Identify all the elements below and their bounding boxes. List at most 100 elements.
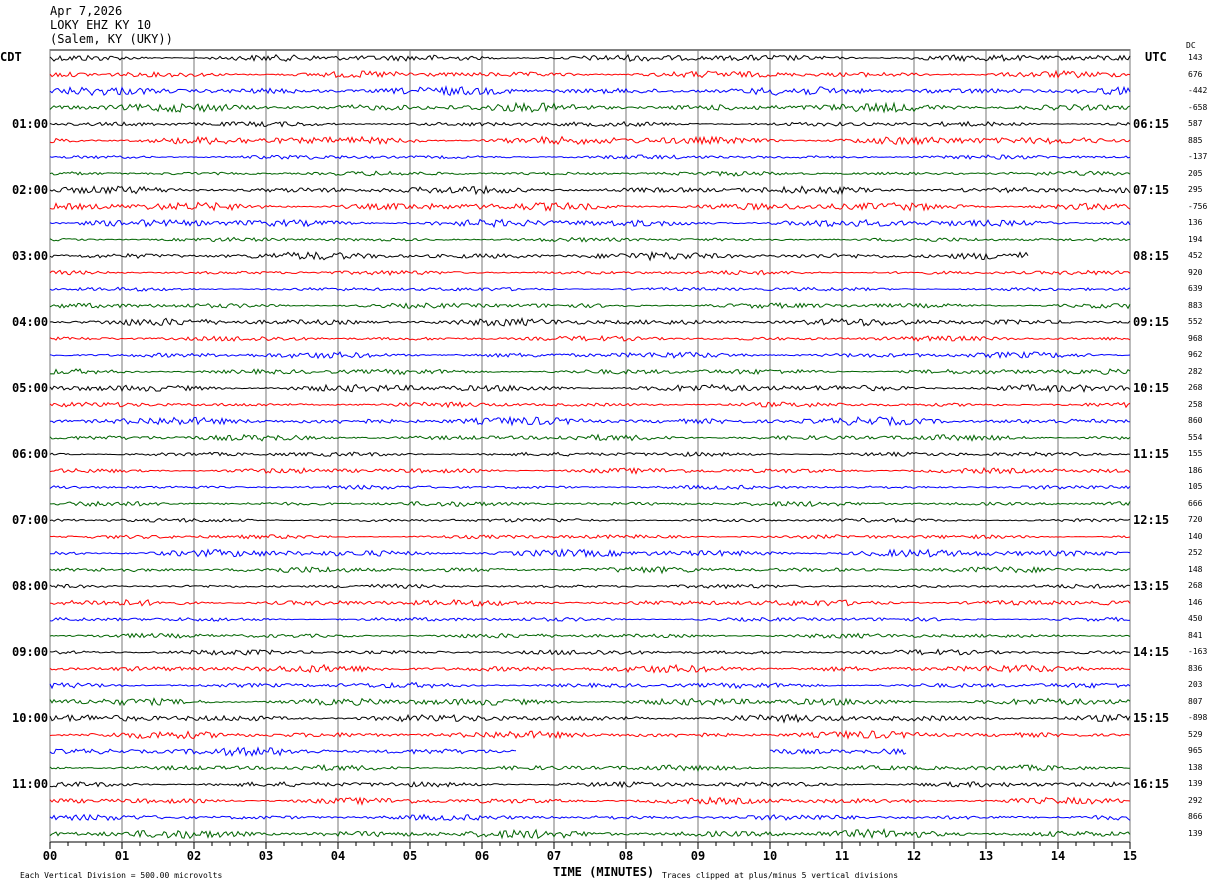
dc-offset-value: 968 [1188, 333, 1203, 343]
seismic-trace [49, 269, 1131, 276]
dc-offset-value: 282 [1188, 366, 1203, 376]
right-hour-label: 16:15 [1133, 777, 1170, 792]
seismic-trace [49, 780, 1131, 789]
dc-offset-value: 186 [1188, 465, 1203, 475]
seismic-trace [49, 565, 1131, 575]
dc-offset-value: 105 [1188, 482, 1203, 492]
seismic-trace [49, 517, 1131, 523]
seismic-trace [49, 697, 1131, 707]
dc-offset-value: 148 [1188, 564, 1203, 574]
dc-offset-value: 146 [1188, 597, 1203, 607]
seismic-trace [49, 763, 1130, 772]
dc-offset-value: -756 [1188, 201, 1208, 211]
dc-offset-value: 885 [1188, 135, 1203, 145]
x-tick-label: 11 [835, 849, 849, 863]
x-tick-label: 14 [1051, 849, 1065, 863]
dc-offset-value: 920 [1188, 267, 1203, 277]
dc-offset-value: 552 [1188, 317, 1203, 327]
left-timezone-label: CDT [0, 50, 22, 64]
dc-offset-value: -658 [1188, 102, 1208, 112]
seismic-trace [49, 533, 1131, 540]
seismic-trace [49, 616, 1131, 622]
seismic-trace [49, 813, 1131, 822]
dc-offset-value: 554 [1188, 432, 1203, 442]
seismic-trace [49, 466, 1131, 475]
seismic-trace [49, 350, 1131, 360]
seismic-trace [49, 302, 1131, 310]
seismic-trace [49, 184, 1131, 196]
left-hour-label: 11:00 [12, 777, 49, 792]
x-tick-label: 06 [475, 849, 489, 863]
seismic-trace [49, 598, 1131, 607]
dc-offset-value: 268 [1188, 581, 1203, 591]
seismic-trace [49, 317, 1131, 327]
dc-label: DC [1186, 41, 1196, 50]
left-hour-label: 08:00 [12, 579, 49, 594]
date-label: Apr 7,2026 [50, 4, 123, 18]
dc-offset-value: 268 [1188, 383, 1203, 393]
dc-offset-value: 639 [1188, 284, 1203, 294]
x-tick-label: 03 [259, 849, 273, 863]
seismic-trace [49, 746, 517, 757]
dc-offset-value: 807 [1188, 696, 1203, 706]
dc-offset-value: 529 [1188, 729, 1203, 739]
right-hour-label: 13:15 [1133, 579, 1170, 594]
seismic-trace [49, 120, 1131, 128]
left-hour-label: 01:00 [12, 117, 49, 132]
x-tick-label: 00 [43, 849, 57, 863]
seismic-trace [49, 218, 1131, 228]
seismic-trace [49, 415, 1131, 427]
dc-offset-value: 836 [1188, 663, 1203, 673]
seismic-trace [49, 827, 1131, 840]
right-hour-label: 08:15 [1133, 249, 1170, 264]
dc-offset-value: 450 [1188, 614, 1203, 624]
dc-offset-value: 292 [1188, 795, 1203, 805]
seismic-trace [49, 334, 1131, 342]
seismic-trace [49, 201, 1131, 212]
x-tick-label: 12 [907, 849, 921, 863]
left-hour-label: 05:00 [12, 381, 49, 396]
dc-offset-value: 666 [1188, 498, 1203, 508]
seismic-trace [49, 383, 1131, 393]
seismic-trace [50, 500, 1131, 508]
location-label: (Salem, KY (UKY)) [50, 32, 173, 46]
dc-offset-value: 139 [1188, 779, 1203, 789]
seismic-trace [49, 648, 1131, 656]
left-hour-label: 09:00 [12, 645, 49, 660]
seismic-trace [49, 433, 1131, 442]
seismic-trace [49, 401, 1131, 409]
x-tick-label: 07 [547, 849, 561, 863]
right-hour-label: 06:15 [1133, 117, 1170, 132]
dc-offset-value: 295 [1188, 185, 1203, 195]
seismic-trace [49, 69, 1131, 79]
right-hour-label: 12:15 [1133, 513, 1170, 528]
footer-clip-note: Traces clipped at plus/minus 5 vertical … [662, 871, 899, 880]
seismic-trace [49, 154, 1131, 160]
left-hour-label: 04:00 [12, 315, 49, 330]
x-tick-label: 10 [763, 849, 777, 863]
seismic-trace [49, 286, 1131, 292]
dc-offset-value: -137 [1188, 152, 1208, 162]
station-label: LOKY EHZ KY 10 [50, 18, 152, 32]
dc-offset-value: 965 [1188, 746, 1203, 756]
right-hour-label: 09:15 [1133, 315, 1170, 330]
seismic-trace [49, 101, 1131, 114]
dc-offset-value: 194 [1188, 234, 1203, 244]
seismic-trace [49, 53, 1131, 63]
right-hour-label: 14:15 [1133, 645, 1170, 660]
x-tick-label: 05 [403, 849, 417, 863]
dc-offset-value: 252 [1188, 548, 1203, 558]
left-hour-label: 06:00 [12, 447, 49, 462]
dc-offset-value: 720 [1188, 515, 1203, 525]
seismic-trace [49, 729, 1131, 740]
dc-offset-value: 140 [1188, 531, 1203, 541]
dc-offset-value: 139 [1188, 828, 1203, 838]
seismic-trace [49, 250, 1029, 262]
right-timezone-label: UTC [1145, 50, 1167, 64]
seismic-trace [49, 484, 1131, 490]
dc-offset-value: 860 [1188, 416, 1203, 426]
seismic-trace [49, 451, 1131, 458]
dc-offset-value: 143 [1188, 53, 1203, 62]
right-hour-label: 07:15 [1133, 183, 1170, 198]
